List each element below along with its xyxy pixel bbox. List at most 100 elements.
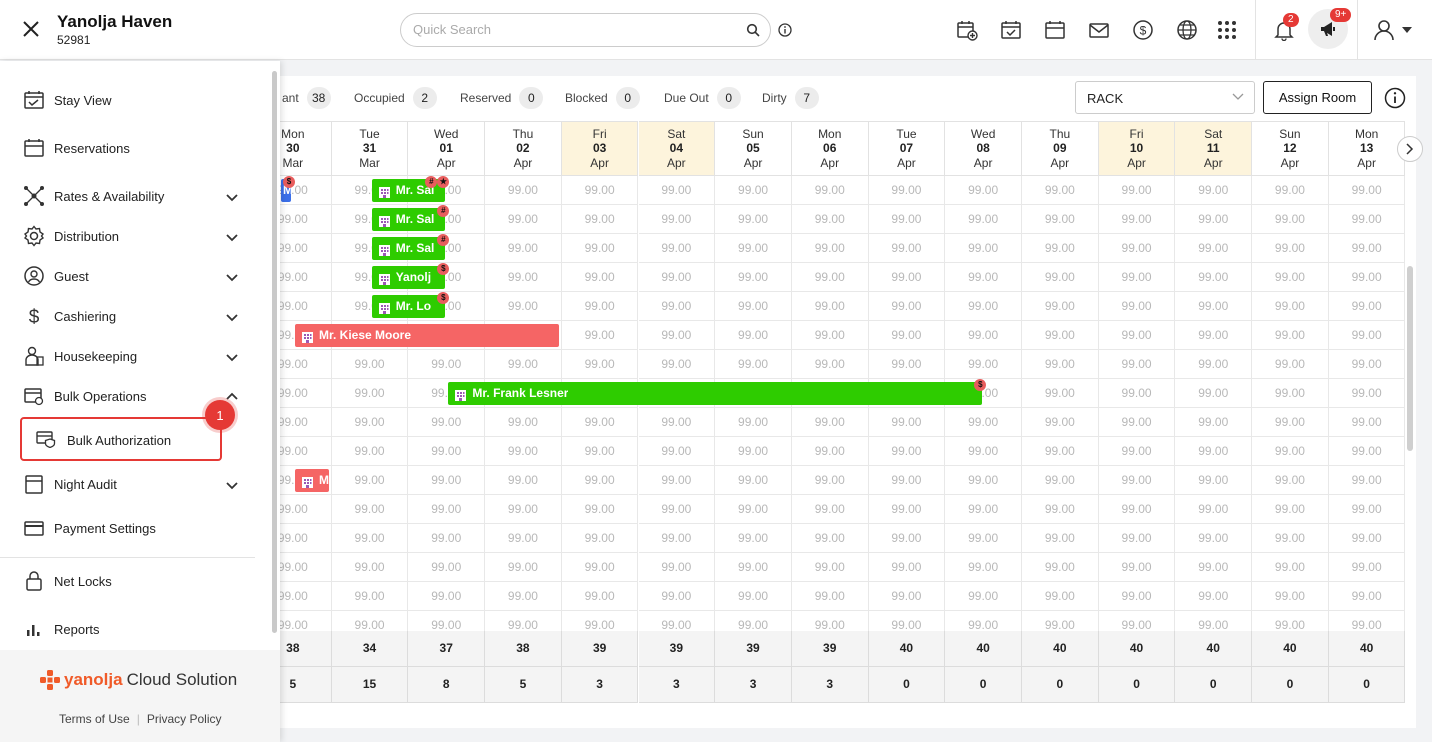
rate-cell[interactable]: 99.00 xyxy=(945,234,1022,263)
rate-cell[interactable]: 99.00 xyxy=(791,466,869,495)
reservation-block[interactable]: M xyxy=(281,179,291,202)
menu-item-reports[interactable]: Reports xyxy=(0,609,262,649)
date-column-header[interactable]: Mon 06 Apr xyxy=(791,121,869,176)
rate-cell[interactable]: 99.00 xyxy=(1252,466,1329,495)
rate-cell[interactable]: 99.00 xyxy=(255,263,332,292)
date-column-header[interactable]: Sat 04 Apr xyxy=(638,121,716,176)
stat-dirty[interactable]: Dirty 7 xyxy=(762,87,819,109)
rate-cell[interactable]: 99.00 xyxy=(1022,408,1099,437)
menu-item-net-locks[interactable]: Net Locks xyxy=(0,561,262,601)
rate-cell[interactable]: 99.00 xyxy=(331,408,409,437)
reservation-block[interactable]: Mr. Frank Lesner xyxy=(448,382,983,405)
reservation-block[interactable]: Mr. Sal xyxy=(371,208,446,231)
rate-cell[interactable]: 99.00 xyxy=(638,524,716,553)
rate-cell[interactable]: 99.00 xyxy=(255,582,332,611)
rate-cell[interactable]: 99.00 xyxy=(255,350,332,379)
rate-cell[interactable]: 99.00 xyxy=(1328,176,1406,205)
rate-cell[interactable]: 99.00 xyxy=(485,524,562,553)
rate-cell[interactable]: 99.00 xyxy=(1022,379,1099,408)
rate-cell[interactable]: 99.00 xyxy=(1175,321,1253,350)
rate-cell[interactable]: 99.00 xyxy=(1022,466,1099,495)
stat-vacant[interactable]: ant 38 xyxy=(282,87,331,109)
apps-grid-icon[interactable] xyxy=(1215,18,1239,42)
rate-cell[interactable]: 99.00 xyxy=(791,495,869,524)
menu-item-reservations[interactable]: Reservations xyxy=(0,128,262,168)
rate-cell[interactable]: 99.00 xyxy=(1175,437,1253,466)
date-column-header[interactable]: Mon 13 Apr xyxy=(1328,121,1406,176)
reservation-block[interactable]: Yanolj xyxy=(371,266,446,289)
rate-cell[interactable]: 99.00 xyxy=(638,437,716,466)
rate-cell[interactable]: 99.00 xyxy=(1022,292,1099,321)
date-column-header[interactable]: Tue 31 Mar xyxy=(331,121,409,176)
add-reservation-icon[interactable] xyxy=(955,18,979,42)
rate-cell[interactable]: 99.00 xyxy=(945,263,1022,292)
rate-cell[interactable]: 99.00 xyxy=(331,379,409,408)
rate-cell[interactable]: 99.00 xyxy=(255,292,332,321)
rate-cell[interactable]: 99.00 xyxy=(1098,350,1176,379)
rate-cell[interactable]: 99.00 xyxy=(1022,553,1099,582)
search-input[interactable] xyxy=(413,22,733,37)
rate-cell[interactable]: 99.00 xyxy=(485,205,562,234)
rate-cell[interactable]: 99.00 xyxy=(1022,321,1099,350)
rate-cell[interactable]: 99.00 xyxy=(945,553,1022,582)
rate-cell[interactable]: 99.00 xyxy=(1022,176,1099,205)
rate-cell[interactable]: 99.00 xyxy=(1252,524,1329,553)
rate-cell[interactable]: 99.00 xyxy=(638,292,716,321)
rate-cell[interactable]: 99.00 xyxy=(868,553,946,582)
stat-blocked[interactable]: Blocked 0 xyxy=(565,87,640,109)
rate-cell[interactable]: 99.00 xyxy=(715,582,792,611)
date-column-header[interactable]: Wed 08 Apr xyxy=(945,121,1022,176)
rate-cell[interactable]: 99.00 xyxy=(868,263,946,292)
rate-cell[interactable]: 99.00 xyxy=(1098,292,1176,321)
rate-cell[interactable]: 99.00 xyxy=(1252,408,1329,437)
grid-scrollbar[interactable] xyxy=(1407,266,1413,451)
rate-cell[interactable]: 99.00 xyxy=(1252,292,1329,321)
rate-cell[interactable]: 99.00 xyxy=(1022,205,1099,234)
rate-cell[interactable]: 99.00 xyxy=(638,466,716,495)
rate-cell[interactable]: 99.00 xyxy=(791,234,869,263)
rate-cell[interactable]: 99.00 xyxy=(715,234,792,263)
rate-cell[interactable]: 99.00 xyxy=(561,234,639,263)
rate-cell[interactable]: 99.00 xyxy=(561,176,639,205)
date-column-header[interactable]: Fri 03 Apr xyxy=(561,121,639,176)
rate-cell[interactable]: 99.00 xyxy=(408,466,486,495)
rate-cell[interactable]: 99.00 xyxy=(791,437,869,466)
rate-cell[interactable]: 99.00 xyxy=(408,437,486,466)
rate-cell[interactable]: 99.00 xyxy=(1328,379,1406,408)
rate-cell[interactable]: 99.00 xyxy=(1175,379,1253,408)
rate-cell[interactable]: 99.00 xyxy=(1175,292,1253,321)
rate-cell[interactable]: 99.00 xyxy=(715,292,792,321)
rate-cell[interactable]: 99.00 xyxy=(408,495,486,524)
rate-cell[interactable]: 99.00 xyxy=(331,437,409,466)
submenu-item-bulk-authorization[interactable]: Bulk Authorization xyxy=(20,417,222,461)
rate-cell[interactable]: 99.00 xyxy=(1098,524,1176,553)
globe-icon[interactable] xyxy=(1175,18,1199,42)
rate-cell[interactable]: 99.00 xyxy=(561,292,639,321)
rate-cell[interactable]: 99.00 xyxy=(868,176,946,205)
date-column-header[interactable]: Sun 05 Apr xyxy=(715,121,792,176)
rate-cell[interactable]: 99.00 xyxy=(1175,495,1253,524)
terms-of-use-link[interactable]: Terms of Use xyxy=(59,712,130,726)
rate-cell[interactable]: 99.00 xyxy=(1328,292,1406,321)
rate-cell[interactable]: 99.00 xyxy=(868,205,946,234)
reservation-block[interactable]: Mr. Lo xyxy=(371,295,446,318)
rate-cell[interactable]: 99.00 xyxy=(1328,234,1406,263)
rate-cell[interactable]: 99.00 xyxy=(1252,321,1329,350)
rate-cell[interactable]: 99.00 xyxy=(485,437,562,466)
rate-cell[interactable]: 99.00 xyxy=(868,495,946,524)
rate-cell[interactable]: 99.00 xyxy=(945,582,1022,611)
rate-cell[interactable]: 99.00 xyxy=(1252,263,1329,292)
menu-item-distribution[interactable]: Distribution xyxy=(0,216,262,256)
reservation-block[interactable]: Mr. Sal xyxy=(371,237,446,260)
rate-cell[interactable]: 99.00 xyxy=(1328,553,1406,582)
rate-cell[interactable]: 99.00 xyxy=(255,553,332,582)
rate-cell[interactable]: 99.00 xyxy=(1328,437,1406,466)
rate-cell[interactable]: 99.00 xyxy=(715,553,792,582)
rate-cell[interactable]: 99.00 xyxy=(715,205,792,234)
rate-cell[interactable]: 99.00 xyxy=(561,263,639,292)
rate-cell[interactable]: 99.00 xyxy=(715,408,792,437)
rate-cell[interactable]: 99.00 xyxy=(1022,350,1099,379)
rate-cell[interactable]: 99.00 xyxy=(1098,466,1176,495)
rate-cell[interactable]: 99.00 xyxy=(255,495,332,524)
rate-cell[interactable]: 99.00 xyxy=(485,292,562,321)
